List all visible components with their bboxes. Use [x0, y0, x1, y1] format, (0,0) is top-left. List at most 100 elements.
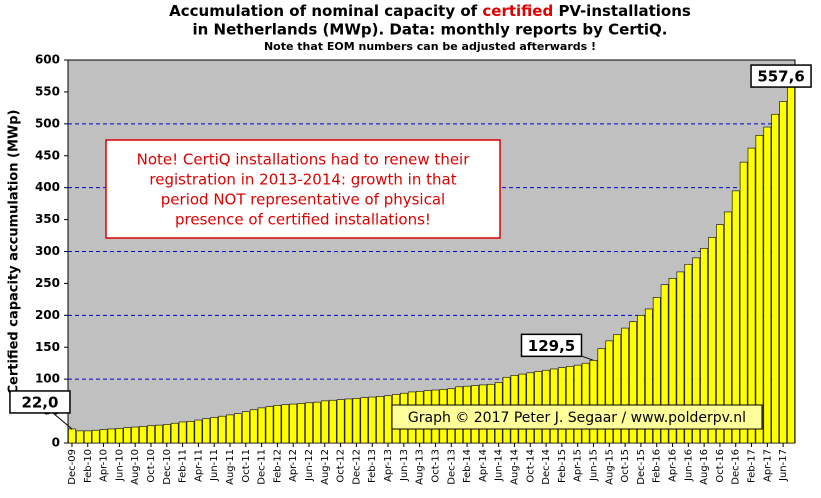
bar	[589, 360, 598, 444]
x-tick-label: Dec-16	[731, 449, 742, 485]
x-tick-label: Aug-13	[415, 449, 426, 485]
x-tick-label: Jun-17	[778, 449, 789, 482]
x-tick-label: Aug-12	[320, 449, 331, 485]
label-box	[750, 64, 812, 88]
label-box	[9, 390, 71, 414]
bar	[241, 411, 250, 444]
bar	[202, 418, 211, 444]
x-tick-label: Dec-13	[446, 449, 457, 485]
bar	[755, 135, 764, 444]
note-box	[105, 139, 501, 239]
x-tick-label: Oct-16	[715, 449, 726, 483]
x-tick-label: Jun-13	[399, 449, 410, 482]
bar	[194, 419, 203, 444]
bar	[68, 428, 76, 444]
x-tick-label: Feb-15	[557, 449, 568, 483]
bar	[147, 425, 155, 444]
bar	[336, 399, 345, 444]
x-tick-label: Apr-16	[668, 449, 679, 482]
note-text: registration in 2013-2014: growth in tha…	[149, 171, 456, 189]
bar	[763, 126, 772, 444]
x-tick-label: Aug-16	[699, 449, 710, 485]
bar	[131, 426, 140, 444]
bar	[297, 403, 305, 444]
x-tick-label: Dec-12	[351, 449, 362, 485]
bar	[139, 426, 147, 444]
bar	[234, 413, 242, 444]
bar	[368, 396, 377, 444]
bar	[123, 427, 132, 444]
note-text: Note! CertiQ installations had to renew …	[137, 151, 471, 169]
y-tick-label: 150	[35, 340, 60, 354]
x-tick-label: Dec-11	[257, 449, 268, 485]
x-tick-label: Aug-15	[604, 449, 615, 485]
credit: Graph © 2017 Peter J. Segaar / www.polde…	[408, 410, 746, 426]
x-tick-label: Oct-10	[146, 449, 157, 483]
x-tick-label: Dec-10	[162, 449, 173, 485]
x-tick-label: Dec-14	[541, 449, 552, 485]
y-tick-label: 350	[35, 212, 60, 226]
y-tick-label: 500	[35, 116, 60, 130]
x-tick-label: Oct-13	[430, 449, 441, 483]
bar	[716, 224, 724, 444]
bar	[281, 404, 290, 444]
x-tick-label: Feb-17	[747, 449, 758, 483]
bar	[352, 398, 361, 444]
x-tick-label: Jun-10	[114, 449, 125, 482]
x-tick-label: Oct-15	[620, 449, 631, 483]
bar	[218, 415, 226, 444]
bar	[320, 400, 329, 444]
y-tick-label: 400	[35, 180, 60, 194]
bar	[573, 364, 582, 444]
x-tick-label: Jun-14	[494, 449, 505, 482]
x-tick-label: Aug-10	[130, 449, 141, 485]
x-tick-label: Apr-17	[762, 449, 773, 482]
subtitle: Note that EOM numbers can be adjusted af…	[264, 40, 596, 53]
bar	[107, 428, 116, 444]
x-tick-label: Dec-15	[636, 449, 647, 485]
bar	[621, 327, 629, 444]
data-label: 129,5	[528, 337, 575, 355]
bar	[226, 414, 234, 444]
bar	[115, 428, 124, 444]
y-tick-label: 100	[35, 372, 60, 386]
bar	[668, 278, 677, 444]
y-tick-label: 250	[35, 276, 60, 290]
x-tick-label: Oct-14	[525, 449, 536, 483]
bar	[660, 284, 669, 444]
bar	[731, 190, 740, 444]
bar	[676, 271, 685, 444]
bar	[265, 406, 274, 444]
credit-box	[391, 404, 763, 430]
label-box	[520, 333, 583, 358]
x-tick-label: Apr-10	[99, 449, 110, 482]
bar	[787, 86, 795, 444]
x-tick-label: Feb-12	[272, 449, 283, 483]
x-tick-label: Apr-13	[383, 449, 394, 482]
x-tick-label: Apr-11	[193, 449, 204, 482]
x-tick-label: Jun-16	[683, 449, 694, 482]
bar	[344, 398, 353, 444]
bar	[629, 321, 637, 444]
bar	[99, 429, 108, 444]
bar	[162, 424, 171, 444]
bar	[210, 417, 219, 444]
data-label: 557,6	[757, 68, 804, 86]
bar	[384, 395, 392, 444]
x-tick-label: Dec-09	[67, 449, 78, 485]
bar	[644, 308, 653, 444]
bar	[779, 101, 788, 444]
bar	[605, 340, 614, 444]
bar	[652, 297, 661, 444]
bar	[170, 422, 179, 444]
chart-title-line2: in Netherlands (MWp). Data: monthly repo…	[193, 21, 668, 39]
x-tick-label: Oct-11	[241, 449, 252, 483]
bar	[360, 397, 369, 444]
bar	[155, 424, 163, 444]
x-tick-label: Aug-14	[509, 449, 520, 485]
x-tick-label: Feb-16	[652, 449, 663, 483]
x-tick-label: Jun-15	[588, 449, 599, 482]
bar	[178, 421, 187, 444]
y-tick-label: 200	[35, 308, 60, 322]
bar	[186, 420, 195, 444]
